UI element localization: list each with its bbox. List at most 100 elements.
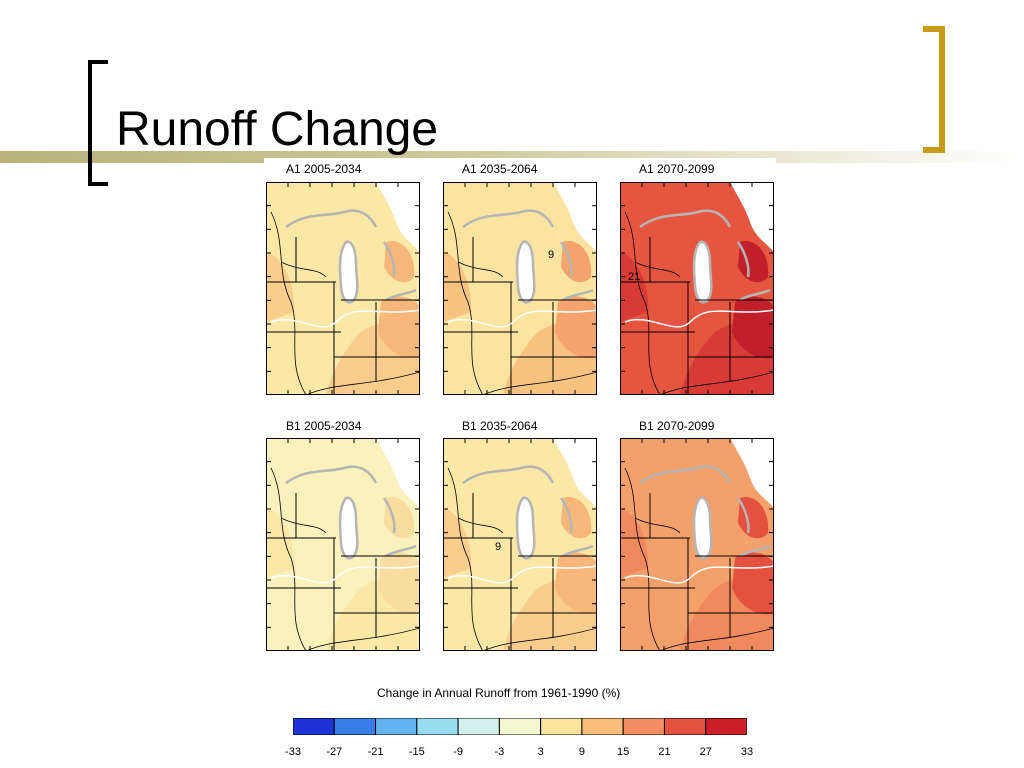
colorbar-tick-label: -15: [408, 746, 425, 758]
lake-huron-erie-shoreline: [559, 241, 594, 302]
map-frame: [266, 438, 420, 651]
colorbar-swatch: [416, 718, 459, 735]
lake-superior-shoreline: [462, 465, 555, 485]
colorbar-swatch: [457, 718, 500, 735]
lake-superior-shoreline: [639, 209, 732, 229]
panel-title-a1-late: A1 2070-2099: [639, 162, 715, 176]
map-anomaly-zone-michigan: [561, 497, 592, 539]
contour-label: 9: [495, 541, 501, 553]
panel-title-b1-mid: B1 2035-2064: [462, 419, 538, 433]
contour-line: [270, 309, 420, 328]
map-nodata-corner: [730, 182, 774, 252]
lake-superior-shoreline: [639, 465, 732, 485]
colorbar-swatch: [540, 718, 583, 735]
left-bracket-decoration: [88, 60, 108, 186]
map-panel-a1-early: [266, 182, 420, 395]
lake-michigan: [692, 240, 713, 304]
colorbar-title: Change in Annual Runoff from 1961-1990 (…: [377, 686, 621, 700]
map-anomaly-zone-west: [266, 508, 295, 578]
lake-superior-shoreline: [462, 209, 555, 229]
lake-huron-erie-shoreline: [382, 497, 417, 558]
map-panel-a1-mid: 9: [443, 182, 597, 395]
map-anomaly-zone-michigan: [384, 241, 415, 283]
colorbar-tick-label: -21: [367, 746, 384, 758]
colorbar-tick-label: 27: [699, 746, 712, 758]
contour-line: [624, 309, 774, 328]
page-title: Runoff Change: [116, 103, 439, 156]
map-panel-a1-late: 21: [620, 182, 774, 395]
state-borders: [620, 493, 774, 651]
panel-title-a1-mid: A1 2035-2064: [462, 162, 538, 176]
lake-michigan: [338, 240, 359, 304]
colorbar-tick-label: -27: [326, 746, 343, 758]
map-frame: [620, 182, 774, 395]
state-borders: [620, 237, 774, 395]
rivers: [270, 467, 420, 651]
map-nodata-corner: [730, 438, 774, 508]
lake-superior-shoreline: [285, 465, 378, 485]
state-borders: [266, 237, 420, 395]
contour-label: 9: [548, 249, 554, 261]
state-borders: [266, 493, 420, 651]
lake-michigan: [515, 240, 536, 304]
map-anomaly-zone-west: [620, 252, 649, 322]
colorbar-swatch: [293, 718, 335, 735]
colorbar-tick-label: -3: [494, 746, 505, 758]
lake-michigan: [692, 496, 713, 560]
rivers: [447, 211, 597, 395]
map-anomaly-zone-michigan: [384, 497, 415, 539]
lake-michigan: [338, 496, 359, 560]
contour-line: [270, 565, 420, 584]
colorbar-tick-label: 3: [537, 746, 544, 758]
panel-title-a1-early: A1 2005-2034: [286, 162, 362, 176]
colorbar-swatch: [498, 718, 542, 735]
colorbar-tick-label: -9: [453, 746, 463, 758]
lake-huron-erie-shoreline: [382, 241, 417, 302]
colorbar-swatch: [663, 718, 707, 735]
state-borders: [443, 237, 597, 395]
colorbar-swatch: [333, 718, 377, 735]
lake-huron-erie-shoreline: [736, 497, 771, 558]
map-frame: [443, 182, 597, 395]
panel-title-b1-early: B1 2005-2034: [286, 419, 362, 433]
panel-title-b1-late: B1 2070-2099: [639, 419, 715, 433]
rivers: [270, 211, 420, 395]
map-panel-b1-late: [620, 438, 774, 651]
colorbar-tick-label: -33: [285, 746, 301, 758]
state-borders: [443, 493, 597, 651]
map-anomaly-zone-west: [443, 508, 472, 578]
rivers: [624, 211, 774, 395]
colorbar-swatch: [375, 718, 418, 735]
map-anomaly-zone-michigan: [738, 241, 769, 283]
colorbar-swatch: [705, 718, 747, 735]
rivers: [624, 467, 774, 651]
map-nodata-corner: [553, 438, 597, 508]
map-anomaly-zone-west: [266, 252, 295, 322]
contour-line: [447, 565, 597, 584]
contour-line: [447, 309, 597, 328]
map-anomaly-zone-west: [620, 508, 649, 578]
colorbar-swatch: [581, 718, 624, 735]
map-anomaly-zone-michigan: [738, 497, 769, 539]
map-anomaly-zone-west: [443, 252, 472, 322]
colorbar-tick-label: 15: [617, 746, 630, 758]
map-panel-b1-early: [266, 438, 420, 651]
map-panel-b1-mid: 9: [443, 438, 597, 651]
rivers: [447, 467, 597, 651]
map-frame: [443, 438, 597, 651]
lake-michigan: [515, 496, 536, 560]
right-bracket-decoration: [923, 26, 945, 153]
map-frame: [620, 438, 774, 651]
map-nodata-corner: [376, 182, 420, 252]
colorbar-tick-label: 21: [658, 746, 671, 758]
lake-huron-erie-shoreline: [736, 241, 771, 302]
colorbar-swatch: [622, 718, 665, 735]
map-nodata-corner: [553, 182, 597, 252]
lake-superior-shoreline: [285, 209, 378, 229]
colorbar-tick-label: 9: [578, 746, 585, 758]
map-nodata-corner: [376, 438, 420, 508]
map-frame: [266, 182, 420, 395]
map-anomaly-zone-michigan: [561, 241, 592, 283]
lake-huron-erie-shoreline: [559, 497, 594, 558]
contour-label: 21: [628, 271, 640, 283]
